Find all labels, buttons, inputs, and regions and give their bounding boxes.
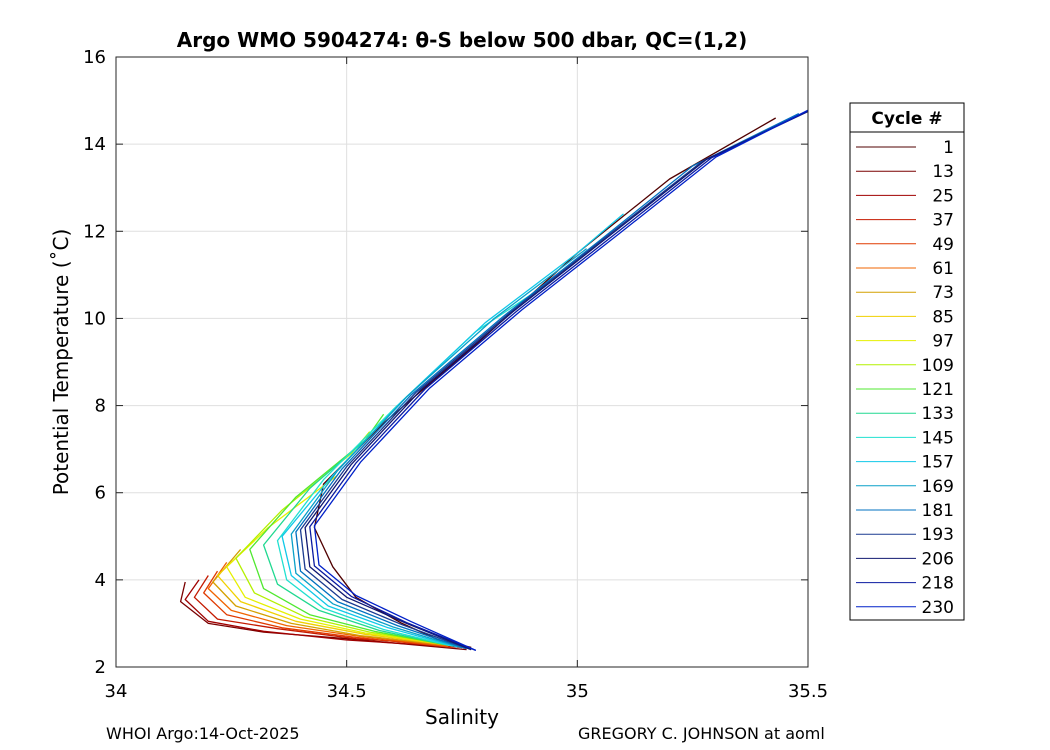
series-line-cycle-157 [281, 213, 624, 648]
legend-label: 206 [922, 549, 954, 569]
legend-label: 73 [932, 283, 954, 303]
series-line-cycle-25 [184, 579, 463, 649]
legend-items: 1 13 25 37 49 61 73 85 97 109 121 133 145 157 169 181 19… [856, 138, 954, 618]
series-line-cycle-73 [212, 548, 449, 646]
y-tick-label: 8 [95, 396, 106, 417]
series-line-cycle-1 [313, 117, 777, 649]
x-tick-label: 34.5 [327, 681, 367, 702]
series-lines [179, 109, 809, 652]
legend-label: 121 [922, 380, 954, 400]
series-line-cycle-13 [179, 581, 467, 651]
legend-label: 49 [932, 235, 954, 255]
y-tick-label: 2 [95, 657, 106, 678]
legend-label: 133 [922, 404, 954, 424]
series-line-cycle-133 [262, 405, 449, 646]
x-axis-label: Salinity [425, 705, 499, 729]
legend-label: 230 [922, 598, 954, 618]
y-axis-label: Potential Temperature (˚C) [49, 229, 73, 496]
footer-right-text: GREGORY C. JOHNSON at aoml [578, 724, 825, 743]
series-line-cycle-218 [309, 110, 809, 652]
series-line-cycle-230 [313, 109, 809, 651]
legend-label: 25 [932, 186, 954, 206]
series-line-cycle-193 [299, 112, 804, 651]
series-line-cycle-206 [304, 110, 809, 651]
footer-left-text: WHOI Argo:14-Oct-2025 [106, 724, 300, 743]
legend-label: 109 [922, 356, 954, 376]
x-tick-label: 35.5 [788, 681, 828, 702]
y-tick-label: 12 [83, 221, 106, 242]
legend-label: 181 [922, 501, 954, 521]
legend-label: 85 [932, 307, 954, 327]
series-line-cycle-169 [290, 248, 587, 649]
legend-label: 37 [932, 211, 954, 231]
legend-title: Cycle # [871, 109, 942, 129]
series-line-cycle-61 [207, 562, 449, 647]
y-tick-label: 14 [83, 134, 106, 155]
plot-frame [115, 56, 809, 668]
y-tick-label: 6 [95, 483, 106, 504]
legend-label: 97 [932, 332, 954, 352]
series-line-cycle-145 [276, 278, 555, 647]
x-tick-label: 34 [105, 681, 128, 702]
series-line-cycle-85 [216, 540, 444, 645]
grid [115, 56, 809, 668]
chart-title: Argo WMO 5904274: θ-S below 500 dbar, QC… [177, 28, 747, 52]
legend: Cycle # 1 13 25 37 49 61 73 85 97 109 121 133 145 157… [849, 102, 965, 621]
legend-label: 193 [922, 525, 954, 545]
legend-label: 1 [943, 138, 954, 158]
legend-label: 61 [932, 259, 954, 279]
legend-label: 218 [922, 574, 954, 594]
series-line-cycle-49 [203, 570, 453, 649]
legend-label: 157 [922, 453, 954, 473]
legend-label: 145 [922, 428, 954, 448]
y-tick-label: 16 [83, 47, 106, 68]
legend-label: 169 [922, 477, 954, 497]
x-tick-label: 35 [566, 681, 589, 702]
series-line-cycle-181 [295, 113, 800, 650]
legend-label: 13 [932, 162, 954, 182]
axis-ticks: 34 34.5 35 35.5 2 4 6 8 10 12 14 16 [83, 47, 828, 702]
y-tick-label: 10 [83, 308, 106, 329]
y-tick-label: 4 [95, 570, 106, 591]
